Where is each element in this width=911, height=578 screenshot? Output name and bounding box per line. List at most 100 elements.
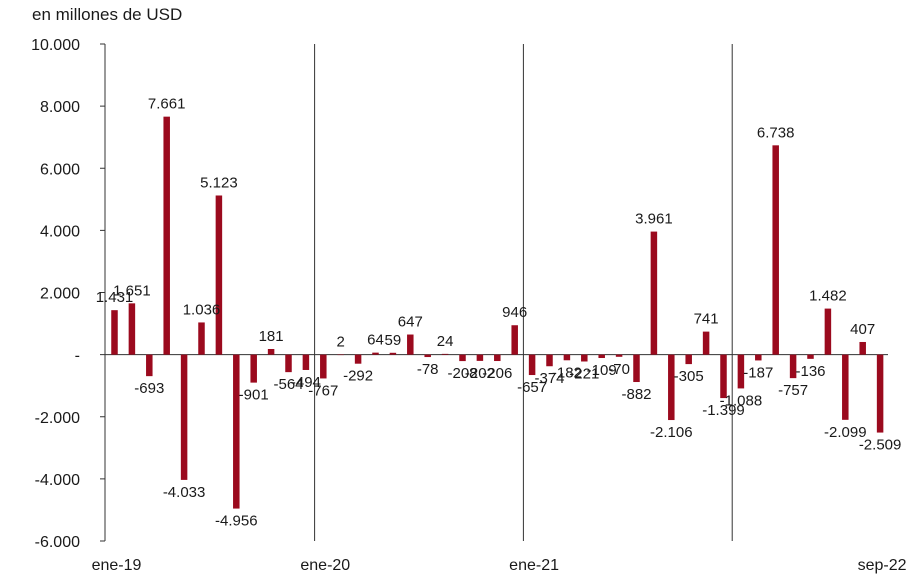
bar bbox=[372, 352, 379, 355]
y-tick-label: 6.000 bbox=[40, 161, 80, 178]
data-label: -2.099 bbox=[824, 424, 867, 441]
bar bbox=[215, 195, 223, 355]
y-tick-label: 4.000 bbox=[40, 223, 80, 240]
data-label: 181 bbox=[259, 328, 284, 345]
bar bbox=[128, 303, 136, 355]
bar bbox=[511, 325, 518, 355]
bar bbox=[668, 354, 675, 421]
data-label: -1.088 bbox=[720, 392, 763, 409]
data-label: -2.509 bbox=[859, 437, 902, 454]
bar bbox=[459, 354, 466, 362]
data-label: 24 bbox=[437, 333, 454, 350]
data-label: 59 bbox=[385, 332, 402, 349]
data-label: 5.123 bbox=[200, 174, 238, 191]
data-label: -305 bbox=[674, 368, 704, 385]
bar bbox=[650, 231, 658, 355]
bar bbox=[563, 354, 571, 361]
data-label: -202 bbox=[465, 365, 495, 382]
data-label: -136 bbox=[795, 363, 825, 380]
data-label: -757 bbox=[778, 382, 808, 399]
data-label: -187 bbox=[743, 364, 773, 381]
data-label: 64 bbox=[367, 332, 384, 349]
data-label: -70 bbox=[608, 361, 630, 378]
data-label: 741 bbox=[694, 311, 719, 328]
bar bbox=[842, 354, 849, 420]
bar bbox=[737, 354, 745, 389]
data-label: 1.482 bbox=[809, 288, 847, 305]
bar bbox=[302, 354, 310, 370]
data-label: -693 bbox=[134, 380, 164, 397]
y-tick-label: -2.000 bbox=[35, 410, 80, 427]
bar bbox=[250, 354, 257, 383]
data-label: -901 bbox=[239, 387, 269, 404]
bar bbox=[389, 352, 397, 355]
data-label: -494 bbox=[291, 374, 321, 391]
data-label: -882 bbox=[621, 386, 651, 403]
bar bbox=[337, 354, 344, 356]
data-label: 1.036 bbox=[183, 301, 221, 318]
bar bbox=[267, 349, 275, 355]
bar bbox=[494, 354, 501, 362]
bar bbox=[789, 354, 797, 379]
y-tick-label: 8.000 bbox=[40, 99, 80, 116]
data-label: 647 bbox=[398, 314, 423, 331]
data-label: -374 bbox=[534, 370, 564, 387]
bar bbox=[702, 331, 710, 355]
bar bbox=[581, 354, 588, 362]
data-label: -109 bbox=[587, 362, 617, 379]
bar bbox=[180, 354, 188, 480]
bar bbox=[615, 354, 623, 357]
bars bbox=[111, 116, 884, 509]
data-label: -767 bbox=[308, 382, 338, 399]
data-label: 6.738 bbox=[757, 124, 795, 141]
data-label: 2 bbox=[337, 334, 345, 351]
data-label: 1.431 bbox=[96, 289, 134, 306]
bar bbox=[598, 354, 605, 359]
bar bbox=[528, 354, 536, 376]
bar bbox=[407, 334, 414, 355]
y-tick-label: -6.000 bbox=[35, 534, 80, 551]
bar bbox=[163, 116, 170, 355]
data-label: -564 bbox=[273, 376, 303, 393]
bar bbox=[546, 354, 553, 367]
data-label: -78 bbox=[417, 361, 439, 378]
data-label: 1.651 bbox=[113, 282, 151, 299]
bar bbox=[633, 354, 640, 383]
bar bbox=[424, 354, 431, 358]
bar bbox=[320, 354, 327, 379]
data-label: -208 bbox=[447, 365, 477, 382]
data-label: -2.106 bbox=[650, 424, 693, 441]
data-label: 7.661 bbox=[148, 96, 186, 113]
bar bbox=[876, 354, 884, 433]
bar bbox=[685, 354, 692, 365]
x-tick-label: sep-22 bbox=[858, 557, 907, 574]
data-label: -221 bbox=[569, 365, 599, 382]
x-tick-label: ene-21 bbox=[509, 557, 559, 574]
data-label: 3.961 bbox=[635, 211, 673, 228]
bar bbox=[807, 354, 814, 359]
data-label: -4.033 bbox=[163, 484, 206, 501]
data-label: -182 bbox=[552, 364, 582, 381]
bar bbox=[824, 308, 832, 355]
data-label: 946 bbox=[502, 304, 527, 321]
bar bbox=[720, 354, 727, 399]
chart-unit-label: en millones de USD bbox=[32, 5, 183, 24]
bar bbox=[755, 354, 762, 361]
bar bbox=[476, 354, 484, 361]
data-label: -292 bbox=[343, 368, 373, 385]
y-tick-label: 10.000 bbox=[31, 37, 80, 54]
bar bbox=[859, 341, 866, 355]
bar bbox=[772, 145, 779, 355]
bar bbox=[441, 353, 449, 355]
bar bbox=[111, 310, 118, 355]
data-label: -1.399 bbox=[702, 402, 745, 419]
bar bbox=[146, 354, 153, 377]
bar bbox=[233, 354, 240, 509]
y-tick-label: 2.000 bbox=[40, 286, 80, 303]
bar bbox=[285, 354, 292, 373]
data-label: -4.956 bbox=[215, 513, 258, 530]
data-label: 407 bbox=[850, 321, 875, 338]
data-label: -206 bbox=[482, 365, 512, 382]
data-label: -657 bbox=[517, 379, 547, 396]
